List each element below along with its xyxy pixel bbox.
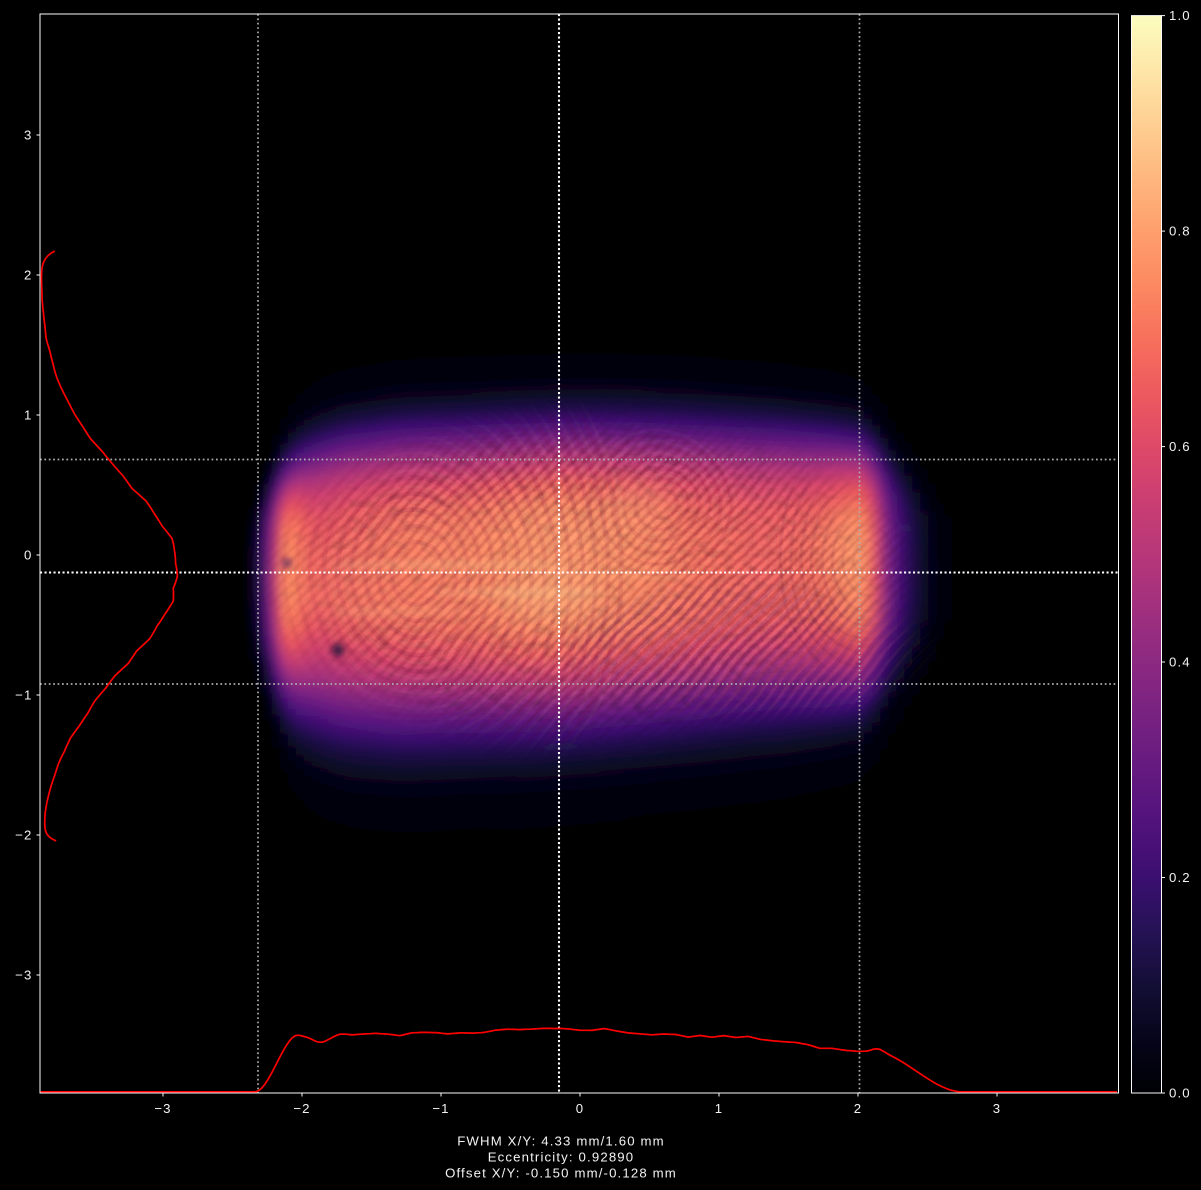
svg-text:Eccentricity: 0.92890: Eccentricity: 0.92890 (488, 1150, 635, 1165)
svg-text:−2: −2 (293, 1101, 310, 1116)
svg-text:FWHM X/Y: 4.33 mm/1.60 mm: FWHM X/Y: 4.33 mm/1.60 mm (457, 1134, 665, 1149)
svg-text:−3: −3 (154, 1101, 171, 1116)
svg-text:0: 0 (576, 1101, 584, 1116)
svg-text:1: 1 (24, 408, 32, 423)
svg-text:0: 0 (24, 548, 32, 563)
svg-text:3: 3 (24, 128, 32, 143)
svg-text:3: 3 (993, 1101, 1001, 1116)
svg-text:0.2: 0.2 (1169, 870, 1191, 885)
svg-text:Offset X/Y: -0.150 mm/-0.128 m: Offset X/Y: -0.150 mm/-0.128 mm (445, 1166, 677, 1181)
svg-text:2: 2 (854, 1101, 862, 1116)
svg-text:0.6: 0.6 (1169, 439, 1191, 454)
svg-text:1.0: 1.0 (1169, 8, 1191, 23)
svg-text:−3: −3 (15, 968, 32, 983)
svg-text:−2: −2 (15, 828, 32, 843)
svg-text:0.0: 0.0 (1169, 1086, 1191, 1101)
svg-text:−1: −1 (432, 1101, 449, 1116)
svg-text:2: 2 (24, 268, 32, 283)
svg-text:0.8: 0.8 (1169, 224, 1191, 239)
svg-text:1: 1 (715, 1101, 723, 1116)
svg-text:−1: −1 (15, 688, 32, 703)
svg-text:0.4: 0.4 (1169, 655, 1191, 670)
